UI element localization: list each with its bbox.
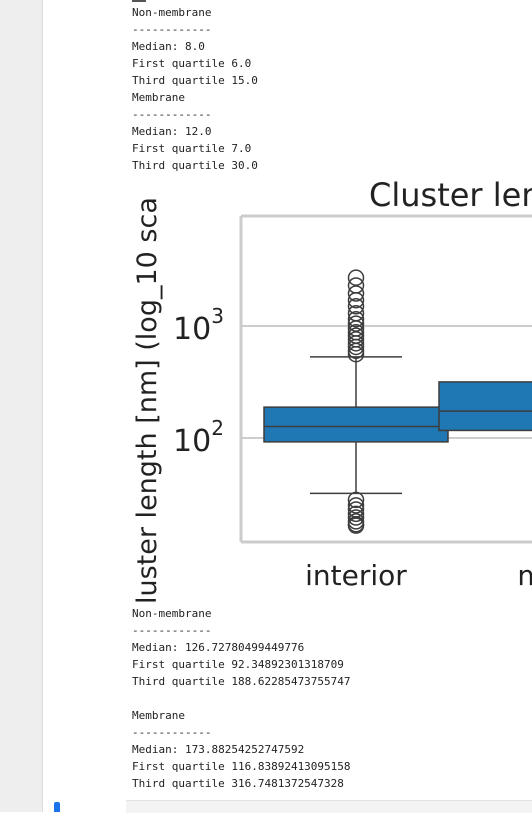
y-tick-label: 103 <box>173 304 224 347</box>
outlier-point <box>347 304 365 322</box>
left-gutter <box>0 0 43 812</box>
outlier-point <box>347 509 365 526</box>
x-tick-label: m <box>517 559 532 592</box>
outlier-point <box>347 310 365 328</box>
output-line: Non-membrane <box>132 607 212 620</box>
output-line: First quartile 92.34892301318709 <box>132 658 344 671</box>
output-line: First quartile 7.0 <box>132 142 252 155</box>
output-line: Third quartile 188.62285473755747 <box>132 675 351 688</box>
cell-output-bottom: Non-membrane ------------ Median: 126.7278… <box>132 605 351 792</box>
outlier-point <box>347 298 365 315</box>
outlier-point <box>347 517 365 534</box>
cell-resize-handle[interactable] <box>54 802 60 812</box>
outlier-point <box>347 505 365 523</box>
box-iqr <box>438 381 532 432</box>
output-line: Non-membrane <box>132 6 212 19</box>
outlier-point <box>347 285 365 302</box>
output-line: Membrane <box>132 709 185 722</box>
output-line: First quartile 116.83892413095158 <box>132 760 351 773</box>
output-line: Membrane <box>132 91 185 104</box>
cell-output-top: Non-membrane ------------ Median: 8.0 First… <box>132 4 258 174</box>
output-line: Third quartile 30.0 <box>132 159 258 172</box>
box-m <box>438 381 532 432</box>
y-tick-label: 102 <box>173 416 224 459</box>
outlier-point <box>347 491 365 509</box>
plot-title: Cluster leng <box>369 176 532 214</box>
output-line: ------------ <box>132 108 212 121</box>
outlier-point <box>347 497 365 514</box>
x-tick-label: interior <box>305 559 407 592</box>
y-axis-title: luster length [nm] (log_10 sca <box>132 197 163 604</box>
output-line: First quartile 6.0 <box>132 57 252 70</box>
outlier-point <box>347 277 365 294</box>
output-line: Median: 12.0 <box>132 125 212 138</box>
output-line: Median: 126.72780499449776 <box>132 641 305 654</box>
output-line: ------------ <box>132 23 212 36</box>
outlier-point <box>347 269 365 286</box>
output-line: Median: 8.0 <box>132 40 205 53</box>
output-line: Median: 173.88254252747592 <box>132 743 305 756</box>
output-line <box>132 690 351 707</box>
box-iqr <box>263 406 449 443</box>
boxplot-figure: 102 103 interior m Cluster leng luster len… <box>126 172 532 604</box>
previous-output-edge <box>132 0 146 2</box>
outlier-point <box>347 323 365 341</box>
output-line: ------------ <box>132 624 212 637</box>
next-cell-edge <box>126 800 532 813</box>
output-line: Third quartile 15.0 <box>132 74 258 87</box>
boxplot-chart: 102 103 interior m Cluster leng luster len… <box>132 176 532 604</box>
box-interior <box>263 269 449 534</box>
output-line: ------------ <box>132 726 212 739</box>
output-line: Third quartile 316.7481372547328 <box>132 777 344 790</box>
outlier-point <box>347 315 365 332</box>
